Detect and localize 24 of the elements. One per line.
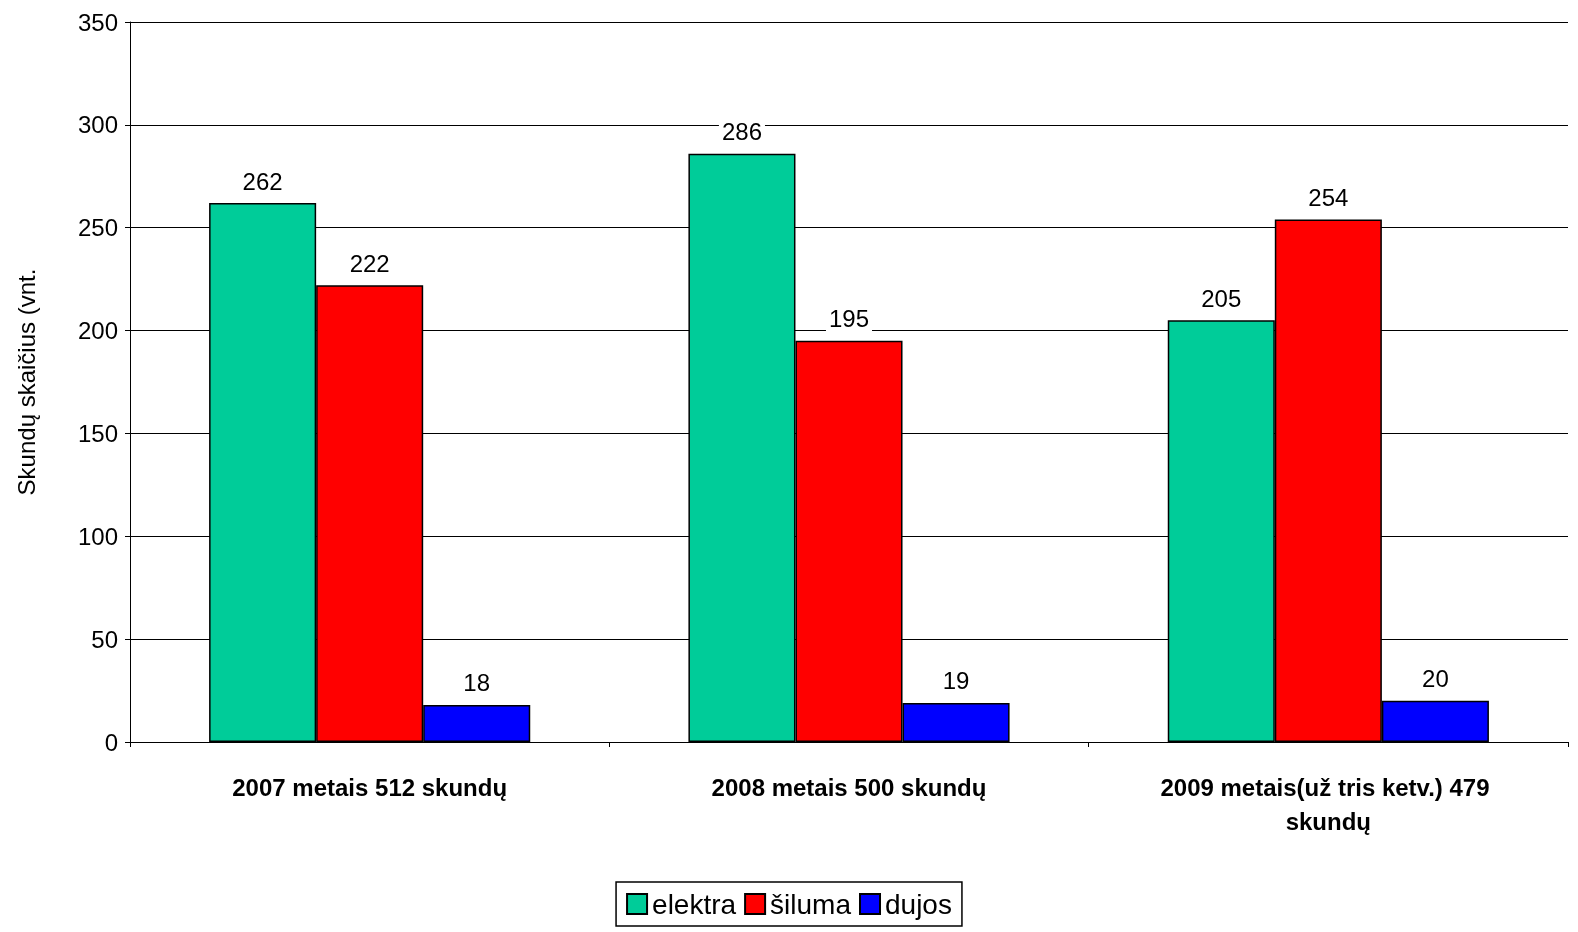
data-label: 19: [942, 667, 970, 695]
y-tick-label: 300: [77, 111, 118, 139]
y-tick-label: 250: [77, 214, 118, 242]
y-tick-label: 150: [77, 419, 118, 447]
y-tick-label: 350: [77, 8, 118, 36]
data-label: 195: [828, 305, 870, 333]
y-tick-label: 200: [77, 317, 118, 345]
legend-label: elektra: [652, 888, 737, 920]
data-label: 20: [1422, 665, 1449, 693]
data-label: 254: [1308, 183, 1349, 211]
legend-label: šiluma: [770, 888, 852, 920]
data-label: 222: [349, 249, 390, 277]
x-tick-label: 2007 metais 512 skundų: [232, 773, 508, 801]
y-axis-title: Skundų skaičius (vnt.: [12, 268, 40, 496]
y-tick-label: 50: [91, 625, 118, 653]
data-label: 262: [242, 167, 283, 195]
y-tick-label: 100: [77, 522, 118, 550]
x-tick-label: 2008 metais 500 skundų: [711, 773, 987, 801]
data-label: 18: [463, 669, 491, 697]
x-tick-label: 2009 metais(už tris ketv.) 479 skundų: [1160, 773, 1497, 835]
y-tick-label: 0: [104, 728, 118, 756]
legend-label: dujos: [885, 888, 952, 920]
data-label: 286: [721, 118, 762, 146]
data-label: 205: [1201, 284, 1242, 312]
